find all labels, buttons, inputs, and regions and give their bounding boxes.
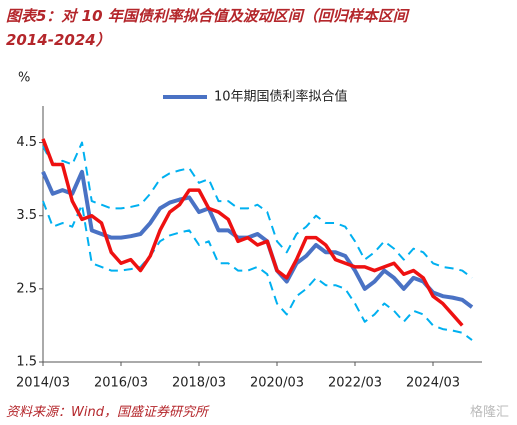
chart-title: 图表5：对 10 年国债利率拟合值及波动区间（回归样本区间 2014-2024）: [6, 4, 511, 52]
series-line: [41, 169, 474, 309]
legend-label: 10年期国债利率拟合值: [214, 89, 348, 105]
x-tick-label: 2018/03: [172, 376, 226, 391]
y-tick-label: 2.5: [16, 281, 37, 296]
x-tick-label: 2016/03: [94, 376, 148, 391]
series-line: [41, 138, 464, 327]
y-tick-label: 1.5: [16, 355, 37, 370]
chart: % 1.5 2.5 3.5 4.5 2014/03 2016/03 2018/03 2020/…: [16, 71, 482, 391]
y-tick-label: 4.5: [16, 135, 37, 150]
x-tick-label: 2020/03: [250, 376, 304, 391]
watermark: 格隆汇: [469, 405, 509, 420]
x-tick-label: 2022/03: [328, 376, 382, 391]
series-line: [42, 141, 473, 279]
x-tick-label: 2024/03: [406, 376, 460, 391]
title-line: 2014-2024）: [6, 31, 111, 49]
y-axis-label: %: [18, 71, 30, 86]
x-tick-label: 2014/03: [16, 376, 70, 391]
title-line: 图表5：对 10 年国债利率拟合值及波动区间（回归样本区间: [6, 7, 408, 25]
source: 资料来源：Wind，国盛证券研究所: [6, 405, 208, 420]
series-line: [42, 200, 473, 341]
y-tick-label: 3.5: [16, 208, 37, 223]
